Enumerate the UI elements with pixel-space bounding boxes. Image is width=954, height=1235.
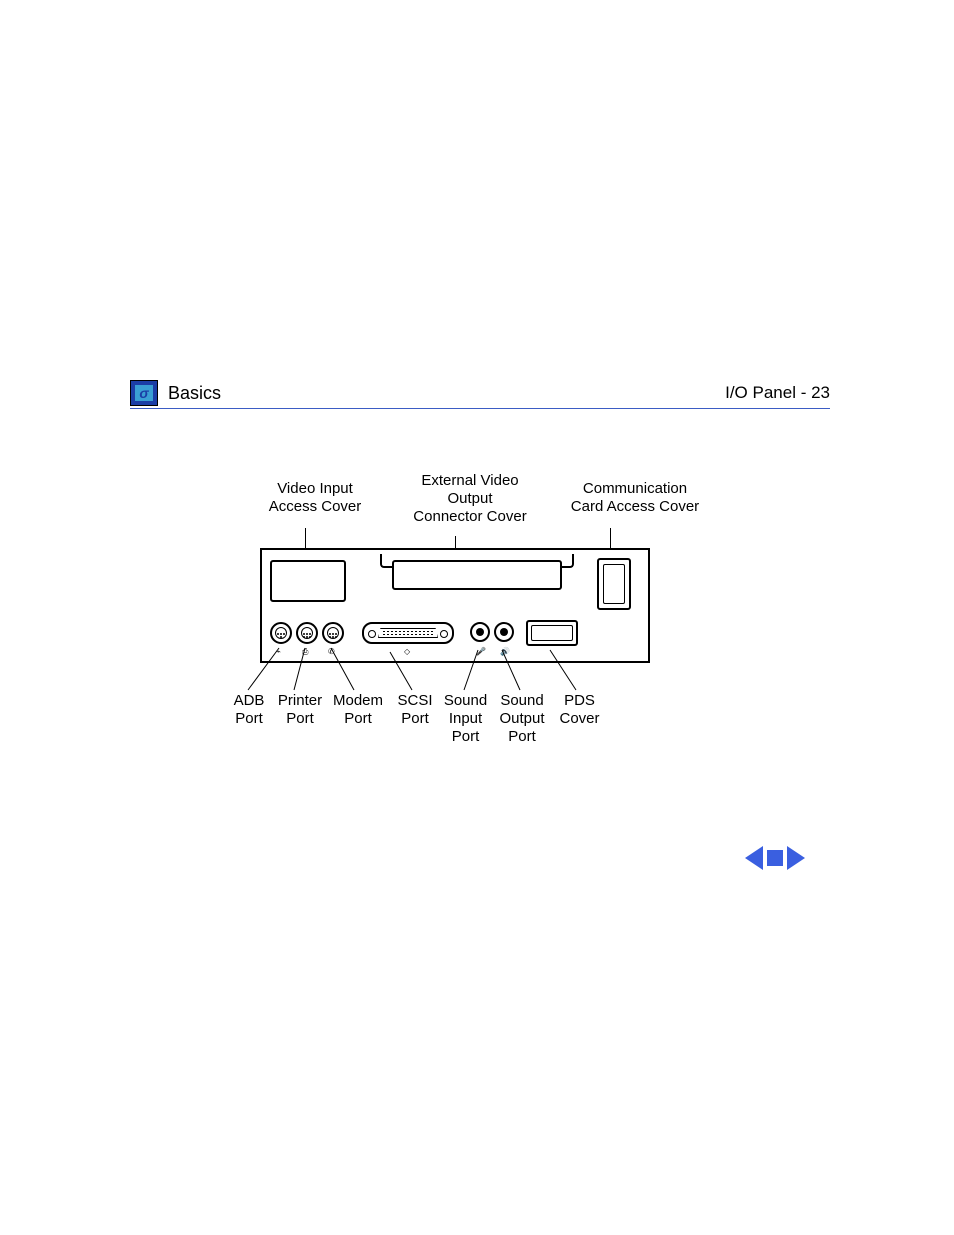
label-text: Cover — [552, 710, 607, 728]
label-text: Port — [492, 728, 552, 746]
pds-cover — [526, 620, 578, 646]
stop-button[interactable] — [767, 850, 783, 866]
prev-page-button[interactable] — [745, 846, 763, 870]
modem-port — [322, 622, 344, 644]
communication-card-access-cover — [597, 558, 631, 610]
sound-input-port — [470, 622, 490, 642]
label-text: Port — [390, 710, 440, 728]
header-left: σ Basics — [130, 380, 221, 406]
label-text: Sound — [438, 692, 493, 710]
label-video-input-cover: Video Input Access Cover — [260, 480, 370, 516]
section-title: Basics — [168, 383, 221, 404]
label-adb-port: ADB Port — [224, 692, 274, 728]
label-modem-port: Modem Port — [328, 692, 388, 728]
label-text: Modem — [328, 692, 388, 710]
label-text: ADB — [224, 692, 274, 710]
scsi-port — [362, 622, 454, 644]
page-title: I/O Panel - 23 — [725, 383, 830, 403]
label-printer-port: Printer Port — [270, 692, 330, 728]
label-sound-input-port: Sound Input Port — [438, 692, 493, 746]
label-text: Port — [224, 710, 274, 728]
label-text: Port — [328, 710, 388, 728]
label-text: Sound — [492, 692, 552, 710]
label-text: Printer — [270, 692, 330, 710]
label-external-video-cover: External Video Output Connector Cover — [400, 472, 540, 526]
external-video-connector-cover — [384, 554, 570, 602]
label-text: Input — [438, 710, 493, 728]
label-scsi-port: SCSI Port — [390, 692, 440, 728]
label-sound-output-port: Sound Output Port — [492, 692, 552, 746]
label-text: Access Cover — [260, 498, 370, 516]
io-panel-diagram: Video Input Access Cover External Video … — [230, 480, 770, 780]
label-text: PDS — [552, 692, 607, 710]
label-text: Communication — [550, 480, 720, 498]
page-header: σ Basics I/O Panel - 23 — [130, 380, 830, 409]
printer-port — [296, 622, 318, 644]
page-nav — [745, 846, 805, 870]
port-glyph-icon: ✆ — [328, 647, 335, 656]
port-glyph-icon: 🎤 — [476, 647, 486, 656]
video-input-access-cover — [270, 560, 346, 602]
label-text: Connector Cover — [400, 508, 540, 526]
next-page-button[interactable] — [787, 846, 805, 870]
label-text: Output — [400, 490, 540, 508]
label-communication-cover: Communication Card Access Cover — [550, 480, 720, 516]
label-text: Port — [438, 728, 493, 746]
label-text: Port — [270, 710, 330, 728]
logo-icon: σ — [130, 380, 158, 406]
port-glyph-icon: ◇ — [404, 647, 410, 656]
label-text: External Video — [400, 472, 540, 490]
sound-output-port — [494, 622, 514, 642]
adb-port — [270, 622, 292, 644]
label-text: Output — [492, 710, 552, 728]
label-text: Video Input — [260, 480, 370, 498]
io-panel-outline: ⌁ ⎙ ✆ ◇ 🎤 🔊 — [260, 548, 650, 663]
port-glyph-icon: ⎙ — [302, 647, 308, 657]
port-glyph-icon: ⌁ — [276, 647, 281, 656]
label-text: Card Access Cover — [550, 498, 720, 516]
label-text: SCSI — [390, 692, 440, 710]
port-glyph-icon: 🔊 — [500, 647, 510, 656]
label-pds-cover: PDS Cover — [552, 692, 607, 728]
